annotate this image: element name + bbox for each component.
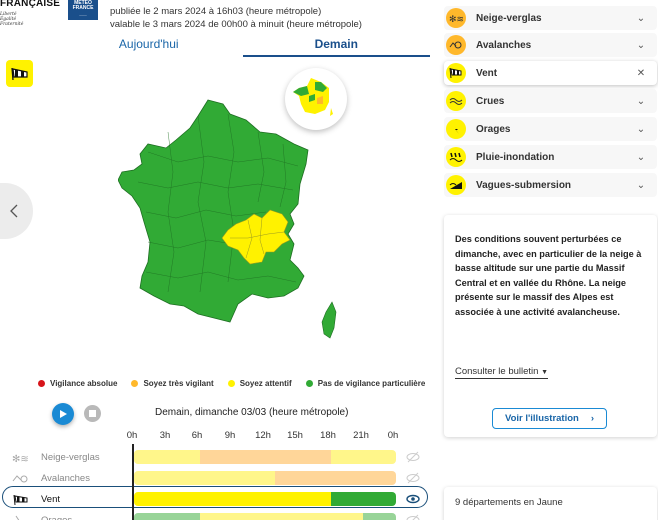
close-icon[interactable]: ✕ [636,67,646,79]
previous-button[interactable] [0,183,33,239]
france-map-svg [117,99,337,339]
vigilance-legend: Vigilance absolue Soyez très vigilant So… [38,379,425,388]
publication-info: publiée le 2 mars 2024 à 16h03 (heure mé… [110,5,362,31]
legend-red: Vigilance absolue [38,379,117,388]
timeline-row-neige-verglas[interactable]: ✻≋ Neige-verglas [0,448,440,469]
bulletin-card: Des conditions souvent perturbées ce dim… [444,215,657,437]
departments-card: 9 départements en Jaune [444,487,657,520]
timeline-row-avalanches[interactable]: Avalanches [0,469,440,490]
flood-icon [449,98,463,105]
eye-icon[interactable] [406,492,420,506]
timeline-bar [134,471,396,485]
green-dot-icon [305,380,313,387]
timeline-title: Demain, dimanche 03/03 (heure métropole) [155,407,349,418]
play-icon [60,410,67,418]
avalanche-icon [449,41,462,49]
hazard-orages[interactable]: Orages ⌄ [444,117,657,141]
stop-button[interactable] [84,405,101,422]
chevron-down-icon[interactable]: ⌄ [636,123,646,135]
eye-hidden-icon[interactable] [406,513,420,520]
tab-today[interactable]: Aujourd'hui [118,37,179,51]
timeline-bar [134,450,396,464]
chevron-down-icon[interactable]: ⌄ [636,12,646,24]
tab-tomorrow[interactable]: Demain [242,32,430,57]
wind-sock-icon [449,67,462,79]
hazard-neige-verglas[interactable]: ✻≋ Neige-verglas ⌄ [444,6,657,30]
rain-flood-icon [449,152,463,162]
yellow-dot-icon [227,380,235,387]
svg-text:✻≋: ✻≋ [12,454,29,465]
legend-green: Pas de vigilance particulière [305,379,425,388]
valid-date: valable le 3 mars 2024 de 00h00 à minuit… [110,19,362,30]
view-illustration-button[interactable]: Voir l'illustration › [492,408,607,429]
timeline-row-vent[interactable]: Vent [0,486,440,511]
mini-france-map [293,78,333,116]
timeline-bar [134,492,396,506]
chevron-down-icon[interactable]: ⌄ [636,95,646,107]
selected-row-outline [2,486,428,508]
hazard-crues[interactable]: Crues ⌄ [444,89,657,113]
departments-summary: 9 départements en Jaune [455,497,563,508]
bulletin-text: Des conditions souvent perturbées ce dim… [455,234,642,317]
meteo-france-logo: MÉTÉO FRANCE ——— [68,0,98,20]
thunderstorm-icon [453,125,459,134]
day-tabs: Aujourd'hui Demain [55,32,430,57]
timeline-bar [134,513,396,520]
caret-down-icon: ▼ [541,369,549,376]
hazard-vagues-submersion[interactable]: Vagues-submersion ⌄ [444,173,657,197]
overview-mini-map[interactable] [285,68,347,130]
republique-francaise-logo: FRANÇAISE Liberté Égalité Fraternité [0,0,61,27]
chevron-down-icon[interactable]: ⌄ [636,39,646,51]
play-button[interactable] [52,403,74,425]
consult-bulletin-dropdown[interactable]: Consulter le bulletin ▼ [455,366,549,379]
snow-ice-icon: ✻≋ [449,14,463,24]
svg-text:✻≋: ✻≋ [449,14,463,24]
snow-ice-icon: ✻≋ [12,454,29,465]
waves-icon [449,182,462,189]
eye-hidden-icon[interactable] [406,450,420,464]
thunderstorm-icon [15,515,20,520]
wind-sock-icon [13,494,28,506]
timeline-rows: ✻≋ Neige-verglas Avalanches Vent [0,448,440,520]
timeline-cursor[interactable] [132,444,134,520]
chevron-down-icon[interactable]: ⌄ [636,179,646,191]
legend-orange: Soyez très vigilant [131,379,214,388]
hazard-pluie-inondation[interactable]: Pluie-inondation ⌄ [444,145,657,169]
selected-hazard-badge [6,60,33,87]
timeline-hours: 0h 3h 6h 9h 12h 15h 18h 21h 0h [126,430,399,441]
chevron-left-icon [10,204,18,218]
france-vigilance-map[interactable] [117,92,358,352]
hazard-avalanches[interactable]: Avalanches ⌄ [444,33,657,57]
timeline-row-orages[interactable]: Orages [0,511,440,520]
avalanche-icon [12,475,28,483]
stop-icon [89,410,96,417]
hazard-vent[interactable]: Vent ✕ [444,61,657,85]
eye-hidden-icon[interactable] [406,471,420,485]
published-date: publiée le 2 mars 2024 à 16h03 (heure mé… [110,6,322,17]
chevron-down-icon[interactable]: ⌄ [636,151,646,163]
orange-dot-icon [131,380,139,387]
legend-yellow: Soyez attentif [227,379,292,388]
wind-sock-icon [10,67,28,80]
chevron-right-icon: › [590,413,595,424]
red-dot-icon [38,380,45,387]
